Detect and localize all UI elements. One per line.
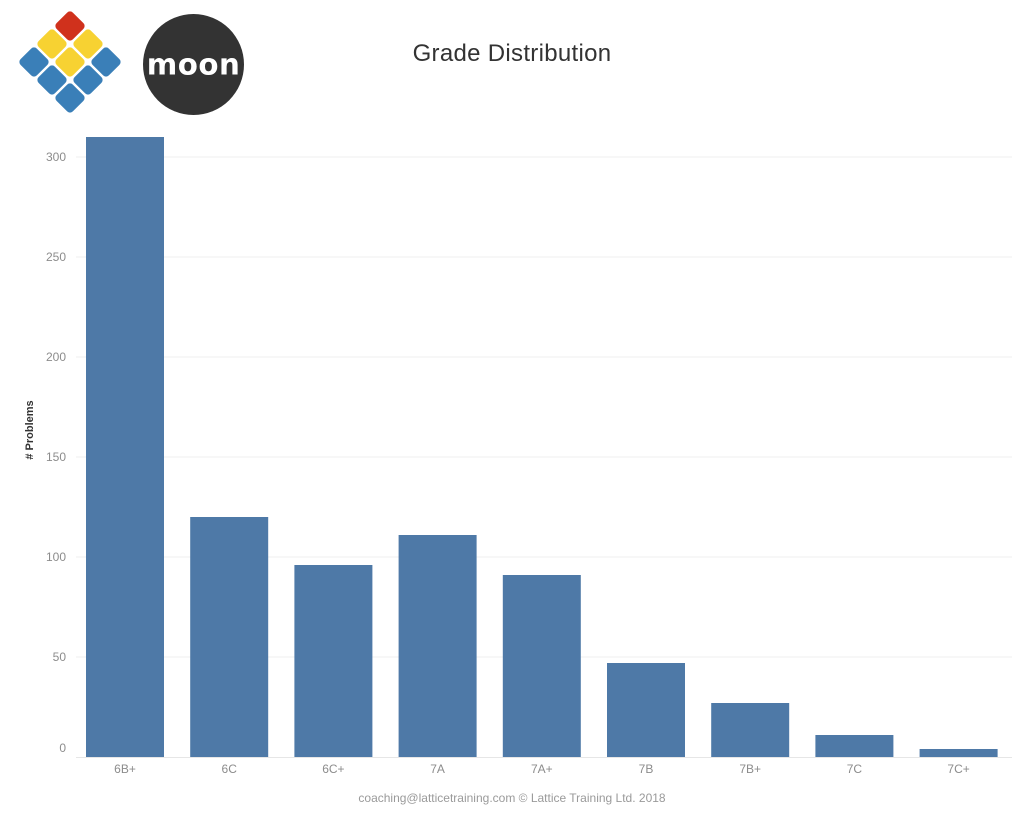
page-title: Grade Distribution — [0, 40, 1024, 68]
x-tick-label: 7B — [639, 762, 654, 776]
logo-diamond — [91, 47, 121, 77]
x-tick-label: 7C — [847, 762, 863, 776]
y-axis-label: # Problems — [24, 400, 36, 459]
bar-7c — [815, 735, 894, 757]
y-tick-label: 200 — [46, 350, 66, 364]
logo-diamond — [73, 65, 103, 95]
logo-diamond — [73, 29, 103, 59]
x-tick-label: 6B+ — [114, 762, 136, 776]
y-tick-label: 150 — [46, 450, 66, 464]
logo-diamond — [55, 11, 85, 41]
x-tick-label: 7A — [430, 762, 445, 776]
moon-logo-background — [143, 14, 244, 115]
bar-6c-plus — [294, 565, 373, 757]
bar-7a-plus — [502, 575, 581, 757]
x-tick-label: 6C+ — [322, 762, 344, 776]
bar-7b-plus — [711, 703, 790, 757]
footer-copyright: coaching@latticetraining.com © Lattice T… — [358, 791, 666, 805]
bar-7c-plus — [919, 749, 998, 757]
page-title-text: Grade Distribution — [412, 40, 612, 67]
lattice-logo-icon — [19, 11, 121, 113]
moon-logo-icon: moon — [143, 14, 244, 115]
x-tick-label: 7A+ — [531, 762, 553, 776]
y-tick-label: 0 — [59, 741, 66, 755]
y-tick-label: 50 — [53, 650, 67, 664]
bar-6c — [190, 517, 269, 757]
bar-7a — [398, 535, 477, 757]
x-tick-label: 7B+ — [739, 762, 761, 776]
moon-logo-text: moon — [147, 48, 241, 82]
y-tick-label: 300 — [46, 150, 66, 164]
logo-diamond — [55, 47, 85, 77]
logo-diamond — [55, 83, 85, 113]
x-tick-label: 6C — [222, 762, 238, 776]
y-tick-label: 250 — [46, 250, 66, 264]
bar-6b-plus — [86, 137, 164, 757]
x-tick-label: 7C+ — [947, 762, 969, 776]
logo-diamond — [37, 65, 67, 95]
bar-7b — [607, 663, 685, 757]
logo-diamond — [19, 47, 49, 77]
logo-diamond — [37, 29, 67, 59]
y-tick-label: 100 — [46, 550, 66, 564]
